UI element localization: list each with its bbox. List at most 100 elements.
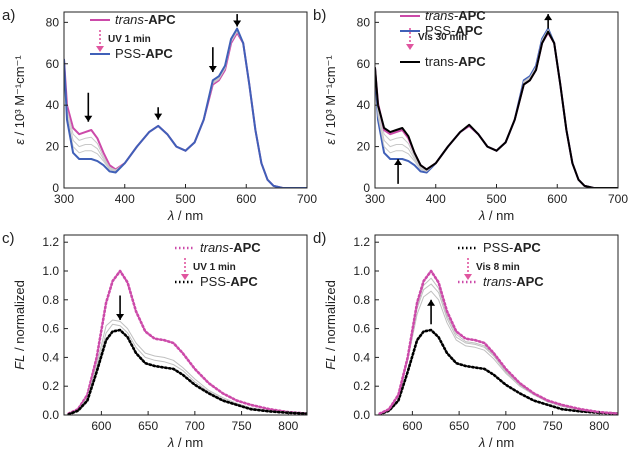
- x-axis-symbol: λ: [478, 208, 485, 223]
- legend-entry: trans-APC: [425, 8, 486, 23]
- x-tick-label: 700: [496, 419, 516, 433]
- y-axis-symbol: FL: [323, 355, 338, 370]
- y-tick-label: 1.2: [42, 235, 59, 249]
- legend-bold: APC: [458, 8, 486, 23]
- x-axis-unit: / nm: [174, 208, 203, 223]
- y-tick-label: 0.2: [353, 379, 370, 393]
- y-tick-label: 80: [357, 15, 371, 29]
- series-line-PSS-APC: [378, 328, 618, 415]
- series-group: [64, 27, 307, 188]
- x-axis-label: λ / nm: [478, 208, 514, 223]
- y-axis-label: ε / 10³ M⁻¹cm⁻¹: [323, 55, 338, 145]
- series-group: [67, 269, 307, 415]
- x-tick-label: 750: [543, 419, 563, 433]
- series-line-PSS-APC: [67, 328, 307, 415]
- conversion-arrow-head: [406, 44, 414, 50]
- legend-plain: PSS-: [483, 240, 513, 255]
- change-arrow-head: [208, 66, 217, 73]
- series-line-intermediate-2: [375, 30, 618, 188]
- y-tick-label: 0.6: [353, 322, 370, 336]
- legend-plain: trans-: [425, 54, 458, 69]
- change-arrow-head: [544, 14, 553, 21]
- y-tick-label: 0.4: [42, 350, 59, 364]
- legend-entry: PSS-APC: [115, 46, 173, 61]
- y-tick-label: 0: [363, 181, 370, 195]
- series-line-PSS-APC: [64, 27, 307, 188]
- legend-plain: PSS-: [425, 23, 455, 38]
- series-line-trans-APC: [378, 269, 618, 415]
- conversion-label: UV 1 min: [193, 262, 236, 273]
- y-axis-unit: / 10³ M⁻¹cm⁻¹: [323, 55, 338, 139]
- legend-entry: PSS-APC: [200, 274, 258, 289]
- legend-italic: trans-: [200, 240, 234, 255]
- series-line-intermediate-1: [64, 31, 307, 188]
- x-axis-unit: / nm: [485, 435, 514, 450]
- x-tick-label: 600: [402, 419, 422, 433]
- x-tick-label: 700: [608, 192, 628, 206]
- series-line-intermediate-1: [68, 319, 307, 415]
- series-group: [375, 27, 618, 188]
- y-tick-label: 1.0: [42, 264, 59, 278]
- plot-frame: [374, 11, 619, 189]
- legend-bold: APC: [148, 12, 176, 27]
- y-tick-label: 0.0: [353, 408, 370, 422]
- change-arrow-head: [84, 115, 93, 122]
- plot-frame: [374, 234, 619, 416]
- y-tick-label: 1.2: [353, 235, 370, 249]
- legend-bold: APC: [455, 23, 483, 38]
- change-arrow-head: [427, 299, 436, 306]
- panel-c: c) 600 650 700 750 800 0.0 0.2 0.4 0.6 0.8 1.0 1.2 λ …: [2, 230, 308, 450]
- panel-label: b): [313, 7, 326, 24]
- x-tick-label: 400: [115, 192, 135, 206]
- conversion-label: Vis 30 min: [418, 32, 467, 43]
- conversion-label: UV 1 min: [108, 34, 151, 45]
- x-axis-unit: / nm: [485, 208, 514, 223]
- x-tick-label: 650: [449, 419, 469, 433]
- legend-entry: trans-APC: [425, 54, 486, 69]
- x-tick-label: 600: [91, 419, 111, 433]
- y-axis-label: ε / 10³ M⁻¹cm⁻¹: [12, 55, 27, 145]
- panel-a: a) 300 400 500 600 700 0 20 40 60 80 λ / nm ε / 10³ …: [2, 7, 317, 223]
- y-tick-label: 60: [46, 57, 60, 71]
- x-tick-label: 700: [297, 192, 317, 206]
- legend-entry: trans-APC: [483, 274, 544, 289]
- y-axis-label: FL / normalized: [323, 280, 338, 370]
- panel-b: b) 300 400 500 600 700 0 20 40 60 80 λ / nm ε / 10³ …: [313, 7, 628, 223]
- x-axis-label: λ / nm: [167, 435, 203, 450]
- x-axis-unit: / nm: [174, 435, 203, 450]
- plot-frame: [63, 234, 308, 416]
- x-tick-label: 400: [426, 192, 446, 206]
- conversion-label: Vis 8 min: [476, 262, 520, 273]
- y-tick-label: 0.4: [353, 350, 370, 364]
- change-arrow-head: [233, 20, 242, 27]
- panel-label: c): [2, 230, 15, 247]
- y-tick-label: 20: [46, 140, 60, 154]
- x-tick-label: 700: [185, 419, 205, 433]
- x-tick-label: 600: [547, 192, 567, 206]
- y-axis-unit: / 10³ M⁻¹cm⁻¹: [12, 55, 27, 139]
- legend-bold: APC: [233, 240, 261, 255]
- series-line-intermediate-2: [68, 323, 307, 415]
- series-line-trans-APC: [375, 30, 618, 188]
- legend-italic: trans-: [115, 12, 149, 27]
- x-axis-symbol: λ: [478, 435, 485, 450]
- panel-label: d): [313, 230, 326, 247]
- x-tick-label: 600: [236, 192, 256, 206]
- y-tick-label: 0.0: [42, 408, 59, 422]
- x-tick-label: 800: [589, 419, 609, 433]
- series-line-trans-APC: [67, 269, 307, 415]
- x-axis-symbol: λ: [167, 435, 174, 450]
- conversion-arrow-head: [96, 46, 104, 52]
- y-tick-label: 60: [357, 57, 371, 71]
- y-axis-symbol: ε: [12, 139, 27, 145]
- legend-bold: APC: [230, 274, 258, 289]
- series-line-PSS-APC: [375, 27, 618, 188]
- x-tick-label: 300: [54, 192, 74, 206]
- legend-bold: APC: [513, 240, 541, 255]
- y-tick-label: 0.6: [42, 322, 59, 336]
- legend-entry: trans-APC: [200, 240, 261, 255]
